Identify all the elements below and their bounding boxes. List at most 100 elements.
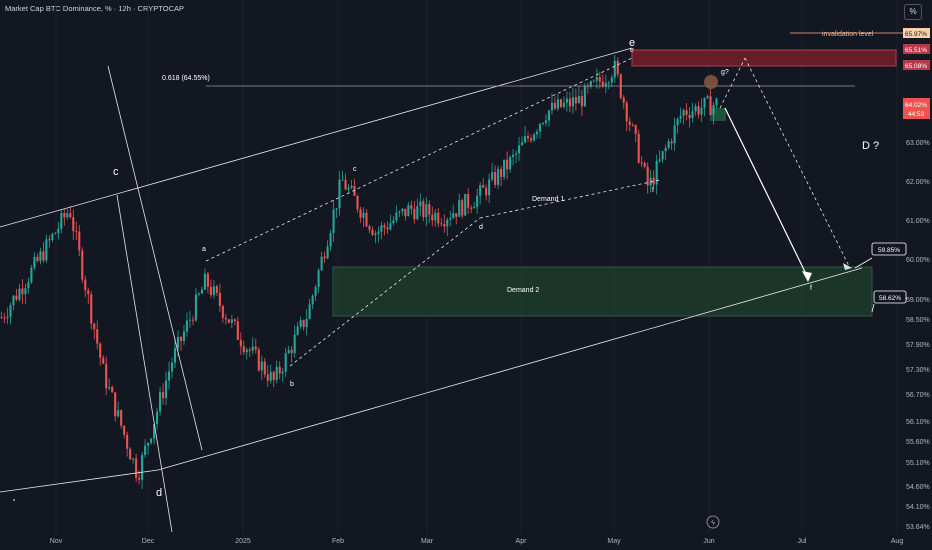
candle-body [679,115,682,119]
candle-body [682,110,685,116]
dashed-arrowhead [843,263,852,270]
candle-body [212,286,215,295]
g-marker-circle [704,75,718,89]
candle-body [491,172,494,180]
candle-body [170,362,174,372]
candle-body [437,212,440,224]
x-tick-label: Apr [516,538,528,545]
candle-body [676,118,679,126]
candle-body [150,438,153,443]
x-tick-label: Aug [891,538,904,545]
candle-body [39,251,42,261]
candle-body [559,99,562,107]
candle-body [132,458,135,460]
candle-body [377,231,380,234]
candle-body [667,141,670,148]
candle-body [580,96,583,107]
current-price-tag: 64.02% [905,102,927,109]
lower-left-line [0,469,159,493]
wave-e-small: e [630,47,634,54]
x-tick-label: Jul [798,538,807,545]
wave-d-big: d [156,487,162,499]
candle-body [197,293,200,295]
candle-body [646,166,649,186]
candle-body [284,353,287,372]
candle-body [661,151,664,160]
candle-body [592,80,595,82]
candle-body [565,98,568,103]
candle-body [36,256,39,261]
y-tick-label: 57.90% [906,342,930,349]
candle-body [209,286,212,295]
candle-body [449,218,452,220]
candle-body [434,212,437,221]
candle-body [610,77,613,83]
candle-body [135,458,138,478]
candle-body [500,169,503,178]
target-top-label: 59.85% [878,247,900,254]
candle-body [607,82,610,84]
supply-zone [631,49,897,67]
candle-body [712,104,715,115]
candle-body [550,102,554,111]
candle-body [473,206,476,209]
candle-body [233,319,236,322]
candle-body [302,320,305,328]
candle-body [12,295,15,306]
y-tick-label: 59.00% [906,297,930,304]
candle-body [544,120,548,123]
candle-body [640,162,643,164]
candle-body [589,81,592,87]
candle-body [515,153,518,155]
candle-body [173,348,177,363]
candle-body [281,371,284,374]
candle-body [290,349,293,354]
candle-body [556,99,559,109]
candle-body [470,207,473,209]
candle-body [153,424,156,439]
candle-body [532,134,536,141]
candle-body [658,159,661,162]
countdown-tag: 44:53 [908,111,925,118]
candle-body [45,239,48,261]
candle-body [335,208,338,210]
candle-body [577,96,580,104]
wave-d-small: d [479,224,483,231]
candle-body [476,195,479,207]
candle-body [494,172,497,185]
candle-body [401,208,404,212]
candle-body [251,346,254,351]
candle-body [568,98,571,107]
percent-scale-button[interactable]: % [904,4,922,20]
candle-body [523,136,527,143]
candle-body [269,371,272,381]
chart-title: Market Cap BTC Dominance, % · 12h · CRYP… [5,4,184,13]
dashed-channel [205,57,851,367]
candle-body [308,304,311,319]
y-tick-label: 61.00% [906,218,930,225]
candle-body [458,200,461,217]
candle-body [688,114,691,119]
candle-body [78,231,81,251]
candle-body [631,124,634,126]
candle-body [278,366,281,374]
candle-body [353,185,356,196]
candle-body [637,133,640,163]
candle-body [54,233,57,235]
lightning-icon[interactable] [706,515,720,529]
candle-body [263,361,266,375]
candle-body [350,185,353,188]
candle-body [159,392,162,412]
candle-body [700,107,703,115]
candle-body [455,213,458,217]
candle-body [236,321,239,340]
candle-body [329,233,332,247]
demand-2-zone [332,266,873,317]
x-tick-label: Jun [703,538,714,545]
candle-body [21,288,24,295]
projection-arrowhead [802,271,812,282]
candle-body [655,161,658,185]
candle-body [538,123,542,132]
candle-body [518,145,521,154]
